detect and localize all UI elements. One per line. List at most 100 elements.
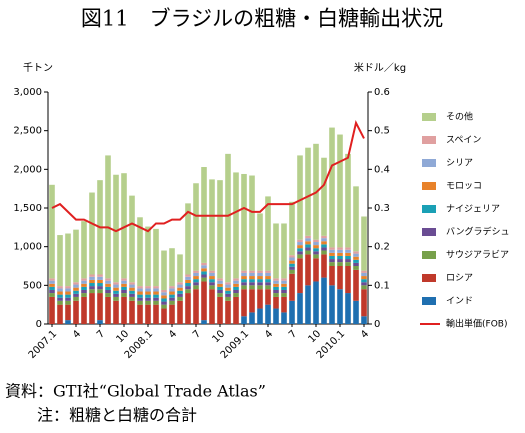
bar: [233, 289, 239, 294]
bar: [177, 293, 183, 297]
bar: [337, 262, 343, 266]
bar: [353, 251, 359, 254]
bar: [313, 242, 319, 246]
bar: [273, 289, 279, 294]
bar: [97, 283, 103, 287]
bar: [177, 300, 183, 324]
bar: [89, 276, 95, 280]
bar: [89, 286, 95, 290]
bar: [129, 300, 135, 324]
bar: [329, 249, 335, 253]
bar: [57, 300, 63, 305]
bar: [185, 286, 191, 290]
bar: [121, 280, 127, 284]
bar: [217, 289, 223, 294]
bar: [265, 272, 271, 277]
bar: [193, 279, 199, 283]
bar: [337, 266, 343, 290]
bar: [353, 259, 359, 263]
bar: [65, 294, 71, 298]
bar: [337, 255, 343, 260]
bar: [297, 251, 303, 255]
bar: [249, 272, 255, 277]
bar: [361, 276, 367, 280]
legend-swatch: [422, 251, 436, 259]
bar: [177, 254, 183, 283]
bar: [329, 255, 335, 260]
bar: [329, 266, 335, 286]
bar: [137, 217, 143, 287]
bar: [297, 239, 303, 243]
bar: [249, 175, 255, 271]
bar: [57, 286, 63, 289]
bar: [185, 279, 191, 284]
bar: [321, 250, 327, 255]
bar: [257, 272, 263, 277]
bar: [81, 293, 87, 297]
bar: [265, 282, 271, 286]
bar: [289, 273, 295, 301]
bar: [81, 289, 87, 294]
bar: [201, 277, 207, 282]
bar: [217, 283, 223, 287]
bar: [345, 252, 351, 256]
bar: [185, 276, 191, 280]
legend-label: スペイン: [446, 136, 481, 146]
bar: [289, 266, 295, 270]
bar: [241, 316, 247, 324]
bar: [353, 266, 359, 270]
bar: [81, 221, 87, 279]
bar: [329, 252, 335, 256]
bar: [137, 294, 143, 298]
legend-label: シリア: [446, 159, 473, 169]
x-tick-label: 7: [95, 328, 107, 340]
bar: [105, 155, 111, 279]
bar: [265, 304, 271, 324]
bar: [129, 293, 135, 297]
bar: [153, 297, 159, 301]
bar: [241, 276, 247, 280]
bar: [185, 274, 191, 277]
bar: [361, 272, 367, 277]
bar: [169, 304, 175, 324]
bar: [273, 278, 279, 281]
bar: [225, 293, 231, 297]
bar: [137, 297, 143, 301]
bar: [273, 283, 279, 287]
bar: [161, 250, 167, 290]
bar: [153, 294, 159, 298]
bar: [57, 297, 63, 301]
x-tick-label: 10: [114, 328, 131, 345]
bar: [289, 300, 295, 324]
bar: [177, 282, 183, 285]
bar: [49, 184, 55, 279]
bar: [105, 296, 111, 324]
bar: [73, 300, 79, 324]
legend-swatch: [422, 159, 436, 167]
bar: [57, 291, 63, 295]
bar: [305, 147, 311, 236]
bar: [193, 289, 199, 324]
x-tick-label: 7: [191, 328, 203, 340]
bar: [297, 258, 303, 294]
legend-label: バングラデシュ: [446, 226, 509, 238]
y2-tick-label: 0.4: [374, 164, 390, 175]
bar: [273, 286, 279, 290]
bar: [105, 280, 111, 284]
legend-label: サウジアラビア: [446, 250, 509, 261]
bar: [97, 274, 103, 277]
x-tick-label: 4: [263, 328, 275, 340]
bar: [49, 293, 55, 297]
bar: [65, 304, 71, 321]
bar: [49, 278, 55, 281]
bar: [225, 296, 231, 301]
bar: [129, 195, 135, 283]
bar: [81, 286, 87, 290]
bar: [137, 288, 143, 292]
legend-label: その他: [446, 111, 473, 123]
bar: [249, 285, 255, 290]
y2-tick-label: 0.6: [374, 87, 390, 98]
bar: [161, 304, 167, 309]
bar: [305, 285, 311, 324]
bar: [49, 286, 55, 290]
